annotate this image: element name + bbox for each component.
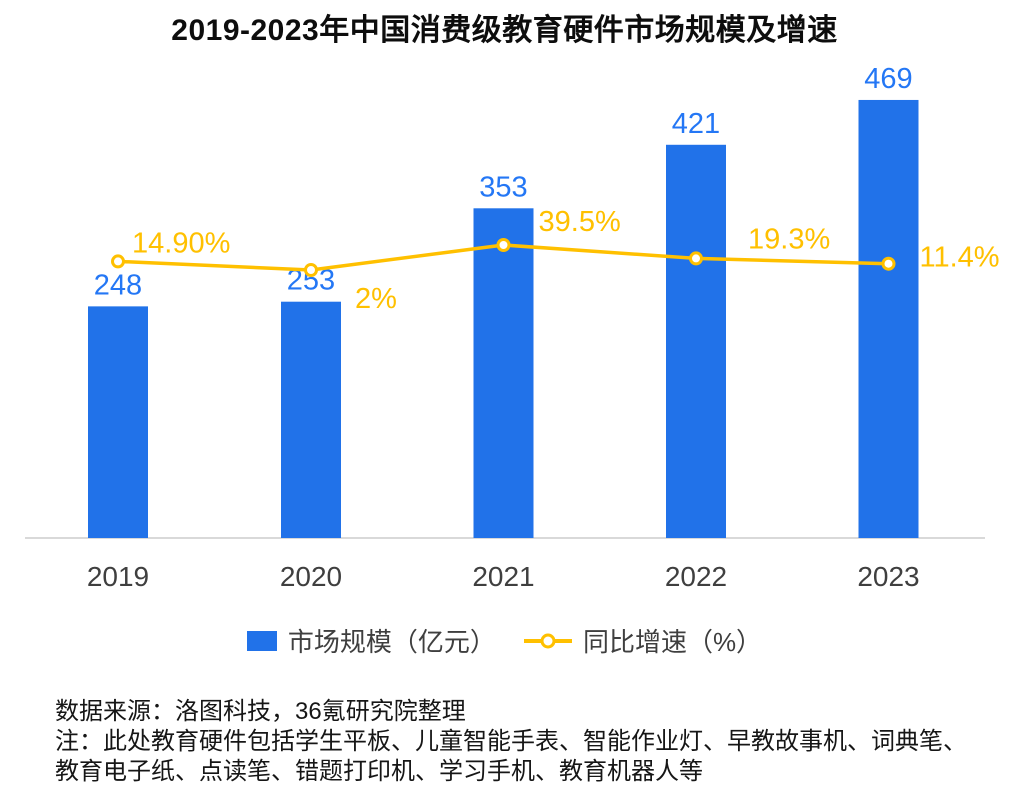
growth-point-marker (304, 263, 318, 277)
bar-value-label: 469 (864, 63, 912, 95)
bar-2023 (858, 99, 919, 539)
growth-point-marker (496, 238, 511, 252)
legend-item-growth-rate: 同比增速（%） (523, 622, 763, 659)
growth-point-marker (111, 254, 125, 269)
bar-value-label: 248 (94, 269, 142, 301)
legend: 市场规模（亿元） 同比增速（%） (0, 622, 1009, 659)
growth-point-marker (881, 256, 896, 271)
data-source-note: 数据来源：洛图科技，36氪研究院整理 (55, 698, 466, 725)
bar-2021 (473, 208, 534, 538)
bar-swatch-icon (246, 630, 277, 651)
growth-value-label: 19.3% (748, 223, 830, 255)
legend-label-market-size: 市场规模（亿元） (287, 627, 496, 657)
hardware-note-line-1: 注：此处教育硬件包括学生平板、儿童智能手表、智能作业灯、早教故事机、词典笔、 (55, 728, 967, 755)
chart-page: 2019-2023年中国消费级教育硬件市场规模及增速 248 2019 253 202… (0, 12, 1009, 787)
bar-value-label: 421 (672, 108, 720, 140)
legend-label-growth-rate: 同比增速（%） (582, 627, 763, 657)
growth-point-marker (689, 251, 703, 266)
x-axis-tick-label: 2020 (280, 561, 342, 592)
x-axis-tick-label: 2023 (857, 561, 919, 592)
bar-2019 (88, 306, 148, 538)
x-axis-tick-label: 2021 (472, 561, 534, 592)
hardware-note-line-2: 教育电子纸、点读笔、错题打印机、学习手机、教育机器人等 (55, 758, 703, 785)
combo-chart: 2482019253202035320214212022469202314.90… (25, 63, 1000, 592)
line-marker-icon (540, 633, 556, 648)
bar-2022 (666, 144, 726, 538)
footnotes: 数据来源：洛图科技，36氪研究院整理 注：此处教育硬件包括学生平板、儿童智能手表… (55, 697, 1005, 787)
growth-value-label: 2% (355, 283, 397, 315)
x-axis-tick-label: 2019 (87, 561, 149, 592)
legend-item-market-size: 市场规模（亿元） (246, 622, 496, 659)
chart-title: 2019-2023年中国消费级教育硬件市场规模及增速 (171, 14, 838, 47)
growth-value-label: 39.5% (539, 206, 621, 238)
growth-value-label: 14.90% (132, 227, 230, 259)
line-swatch-icon (523, 633, 572, 648)
growth-value-label: 11.4% (920, 242, 1000, 274)
bar-2020 (281, 301, 341, 538)
bar-value-label: 353 (479, 171, 527, 203)
x-axis-tick-label: 2022 (665, 561, 727, 592)
